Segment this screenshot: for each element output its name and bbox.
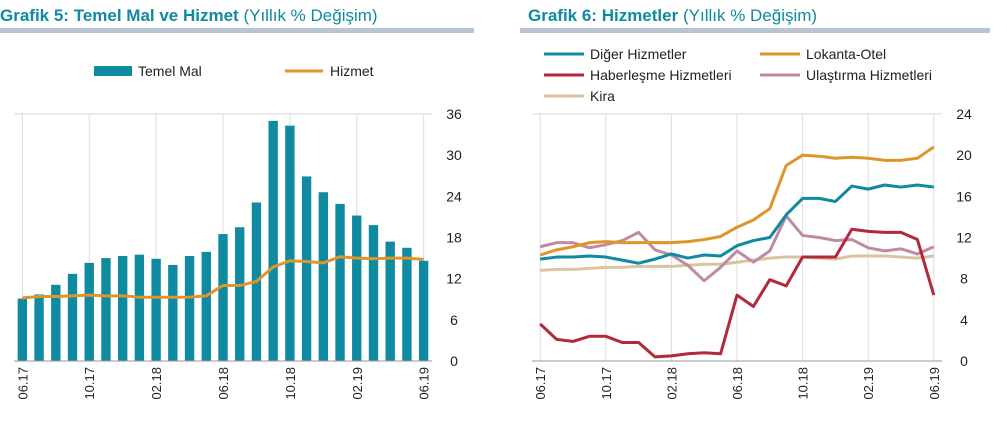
bar-temel-mal-10.18 bbox=[285, 125, 295, 362]
legend-label-hizmet: Hizmet bbox=[330, 63, 374, 79]
bar-temel-mal-12.18 bbox=[318, 192, 329, 361]
bar-temel-mal-05.19 bbox=[402, 247, 412, 361]
x-tick-label: 06.18 bbox=[216, 367, 231, 400]
title-divider bbox=[0, 28, 474, 33]
y-tick-label: 12 bbox=[956, 230, 972, 246]
line-diger-hizmetler bbox=[540, 183, 934, 265]
line-haberlesme-hizmetleri bbox=[539, 227, 936, 359]
line-kira bbox=[540, 254, 934, 272]
x-tick-label: 06.17 bbox=[15, 367, 30, 400]
bar-temel-mal-06.17 bbox=[17, 298, 28, 361]
bar-temel-mal-12.17 bbox=[117, 256, 128, 361]
legend: Temel Mal Hizmet bbox=[94, 63, 374, 79]
y-tick-label: 8 bbox=[960, 271, 968, 287]
y-tick-label: 4 bbox=[960, 312, 968, 328]
chart-panel-temel-mal-hizmet: Grafik 5: Temel Mal ve Hizmet (Yıllık % … bbox=[0, 0, 490, 431]
chart-title-sub: (Yıllık % Değişim) bbox=[243, 6, 378, 25]
bar-temel-mal-08.17 bbox=[51, 284, 61, 361]
chart-title-main: Grafik 6: Hizmetler bbox=[528, 6, 679, 25]
chart-title-sub: (Yıllık % Değişim) bbox=[682, 6, 818, 25]
x-tick-label: 10.17 bbox=[599, 367, 614, 400]
bar-temel-mal-07.18 bbox=[235, 227, 245, 361]
legend-swatch-temel-mal bbox=[94, 66, 132, 76]
chart-title: Grafik 6: Hizmetler (Yıllık % Değişim) bbox=[528, 6, 817, 26]
bar-temel-mal-02.19 bbox=[352, 215, 362, 361]
chart-6-plot: Diğer Hizmetler Lokanta-Otel Haberleşme Hi… bbox=[532, 46, 972, 400]
chart-title: Grafik 5: Temel Mal ve Hizmet (Yıllık % … bbox=[0, 6, 378, 26]
y-tick-label: 18 bbox=[446, 230, 462, 246]
y-tick-label: 0 bbox=[450, 353, 458, 369]
x-tick-label: 02.18 bbox=[664, 367, 679, 400]
bar-temel-mal-09.18 bbox=[268, 120, 278, 361]
axes: 0 6 12 18 24 30 36 06.17 10.17 02.18 06.18 10.18 02.… bbox=[14, 106, 462, 400]
line-hizmet bbox=[22, 255, 424, 300]
bar-temel-mal-03.19 bbox=[368, 225, 379, 361]
y-tick-label: 16 bbox=[956, 188, 972, 204]
x-tick-label: 06.17 bbox=[533, 367, 548, 400]
x-tick-label: 02.19 bbox=[350, 367, 365, 400]
bar-temel-mal-04.18 bbox=[184, 256, 195, 361]
bar-temel-mal-06.18 bbox=[218, 234, 228, 361]
x-tick-label: 10.18 bbox=[283, 367, 298, 400]
legend-label-lokanta-otel: Lokanta-Otel bbox=[806, 46, 886, 62]
y-tick-label: 30 bbox=[446, 147, 462, 163]
x-tick-label: 10.18 bbox=[796, 367, 811, 400]
y-tick-label: 20 bbox=[956, 147, 972, 163]
bar-temel-mal-04.19 bbox=[385, 241, 395, 361]
x-tick-label: 06.18 bbox=[730, 367, 745, 400]
bar-temel-mal-11.18 bbox=[301, 176, 312, 361]
bar-temel-mal-10.17 bbox=[84, 262, 94, 361]
bar-temel-mal-11.17 bbox=[101, 258, 111, 361]
x-tick-label: 02.18 bbox=[149, 367, 164, 400]
line-series-hizmet bbox=[22, 255, 424, 300]
y-tick-label: 24 bbox=[956, 106, 972, 122]
bar-temel-mal-02.18 bbox=[151, 258, 161, 361]
legend-label-ulastirma-hizmetleri: Ulaştırma Hizmetleri bbox=[806, 67, 932, 83]
y-tick-label: 36 bbox=[446, 106, 462, 122]
x-tick-label: 10.17 bbox=[82, 367, 97, 400]
legend-label-kira: Kira bbox=[590, 88, 615, 104]
axes: 0 4 8 12 16 20 24 06.17 10.17 02.18 06.18 10.18 02.1… bbox=[532, 106, 972, 400]
y-tick-label: 6 bbox=[450, 312, 458, 328]
x-tick-label: 02.19 bbox=[861, 367, 876, 400]
chart-title-main: Grafik 5: Temel Mal ve Hizmet bbox=[0, 6, 239, 25]
line-series bbox=[539, 145, 936, 359]
x-tick-label: 06.19 bbox=[927, 367, 942, 400]
legend-label-haberlesme-hizmetleri: Haberleşme Hizmetleri bbox=[590, 67, 732, 83]
legend-label-diger-hizmetler: Diğer Hizmetler bbox=[590, 46, 687, 62]
bar-temel-mal-07.17 bbox=[34, 294, 44, 361]
line-lokanta-otel bbox=[539, 145, 935, 257]
line-ulastirma-hizmetleri bbox=[539, 214, 935, 283]
bar-temel-mal-01.18 bbox=[134, 254, 145, 361]
bar-temel-mal-03.18 bbox=[168, 264, 178, 361]
x-tick-label: 06.19 bbox=[417, 367, 432, 400]
bar-temel-mal-06.19 bbox=[418, 260, 429, 361]
y-tick-label: 24 bbox=[446, 188, 462, 204]
bar-temel-mal-01.19 bbox=[335, 203, 345, 361]
legend-label-temel-mal: Temel Mal bbox=[138, 63, 202, 79]
title-divider bbox=[520, 28, 990, 33]
chart-panel-hizmetler: Grafik 6: Hizmetler (Yıllık % Değişim) D… bbox=[520, 0, 1007, 431]
bar-temel-mal-05.18 bbox=[201, 251, 211, 361]
grid bbox=[532, 113, 942, 361]
y-tick-label: 0 bbox=[960, 353, 968, 369]
legend: Diğer Hizmetler Lokanta-Otel Haberleşme Hi… bbox=[544, 46, 932, 104]
bar-temel-mal-09.17 bbox=[67, 273, 78, 361]
y-tick-label: 12 bbox=[446, 271, 462, 287]
